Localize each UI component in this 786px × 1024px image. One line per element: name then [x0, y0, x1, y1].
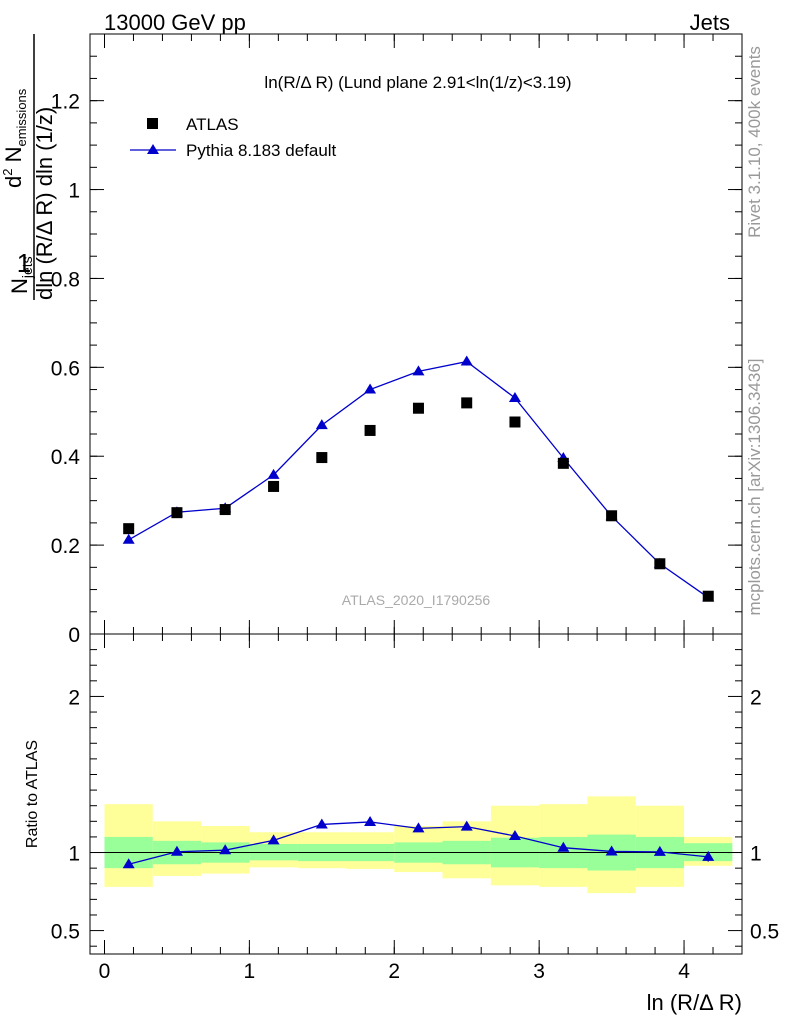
- main-y-tick-label: 0.8: [51, 268, 80, 291]
- ratio-pythia-point: [460, 820, 473, 831]
- header-right-label: Jets: [690, 10, 730, 35]
- atlas-point: [412, 402, 424, 414]
- ratio-chart: 0.5 0.5 1 1 2 2 0 1 2 3 4 Ratio to ATLAS ln (R/Δ R…: [24, 633, 779, 1015]
- legend-atlas-label: ATLAS: [186, 115, 239, 134]
- svg-text:dln (R/Δ R) dln (1/z): dln (R/Δ R) dln (1/z): [32, 107, 57, 300]
- watermark: ATLAS_2020_I1790256: [342, 592, 491, 608]
- ratio-bands: [104, 796, 733, 894]
- main-y-tick-label: 0: [68, 624, 80, 647]
- main-marks: [122, 355, 715, 602]
- atlas-point: [123, 523, 135, 535]
- atlas-point: [654, 558, 666, 570]
- legend-pythia-label: Pythia 8.183 default: [186, 141, 337, 160]
- ratio-y-tick-label: 1: [68, 843, 80, 866]
- ratio-pythia-point: [702, 850, 715, 861]
- main-chart: ln(R/Δ R) (Lund plane 2.91<ln(1/z)<3.19)…: [51, 33, 743, 647]
- atlas-point: [606, 510, 618, 522]
- ratio-pythia-point: [508, 829, 521, 840]
- atlas-point: [171, 507, 183, 519]
- ratio-pythia-point: [170, 845, 183, 856]
- pythia-point: [460, 355, 473, 366]
- svg-text:d2 Nemissions: d2 Nemissions: [0, 88, 29, 188]
- pythia-point: [412, 365, 425, 376]
- atlas-point: [557, 457, 569, 469]
- ratio-pythia-point: [122, 858, 135, 869]
- x-tick-label: 3: [533, 960, 545, 983]
- main-y-tick-label: 1.2: [51, 91, 80, 114]
- ratio-y-tick-label-right: 0.5: [750, 921, 779, 944]
- header-left-label: 13000 GeV pp: [104, 10, 246, 35]
- svg-text:1: 1: [17, 248, 31, 278]
- ratio-pythia-point: [219, 844, 232, 855]
- pythia-point: [122, 533, 135, 544]
- main-y-tick-label: 0.2: [51, 535, 80, 558]
- main-y-tick-label: 0.4: [51, 446, 81, 469]
- pythia-line: [128, 360, 709, 599]
- x-tick-label: 0: [99, 960, 111, 983]
- svg-text:Njets: Njets: [7, 256, 35, 294]
- ratio-pythia-point: [315, 818, 328, 829]
- ratio-y-tick-label: 2: [68, 686, 80, 709]
- ratio-pythia-point: [557, 841, 570, 852]
- atlas-point: [316, 452, 328, 464]
- ratio-axes: 0.5 0.5 1 1 2 2 0 1 2 3 4: [51, 634, 779, 983]
- ratio-pythia-point: [653, 845, 666, 856]
- ratio-y-tick-label-right: 1: [750, 843, 762, 866]
- chart-title: ln(R/Δ R) (Lund plane 2.91<ln(1/z)<3.19): [264, 73, 571, 92]
- ratio-pythia-point: [605, 845, 618, 856]
- rivet-label: Rivet 3.1.10, 400k events: [745, 46, 764, 238]
- pythia-point: [315, 419, 328, 430]
- ratio-y-tick-label: 0.5: [51, 921, 80, 944]
- x-tick-label: 1: [244, 960, 256, 983]
- legend-pythia-marker: [147, 144, 159, 154]
- ratio-marks: [122, 815, 715, 869]
- atlas-point: [509, 416, 521, 428]
- main-y-axis-title: 1 Njets dln (R/Δ R) dln (1/z) d2 Nemissi…: [0, 34, 57, 300]
- atlas-point: [461, 397, 473, 409]
- main-y-tick-label: 0.6: [51, 357, 80, 380]
- atlas-point: [364, 424, 376, 436]
- pythia-point: [267, 468, 280, 479]
- atlas-point: [268, 480, 280, 492]
- ratio-y-tick-label-right: 2: [750, 686, 762, 709]
- x-tick-label: 4: [678, 960, 690, 983]
- mcplots-label: mcplots.cern.ch [arXiv:1306.3436]: [745, 358, 764, 615]
- x-axis-title: ln (R/Δ R): [647, 990, 742, 1015]
- x-tick-label: 2: [388, 960, 400, 983]
- pythia-point: [508, 392, 521, 402]
- ratio-pythia-point: [412, 822, 425, 833]
- atlas-point: [702, 590, 714, 602]
- legend: ATLAS Pythia 8.183 default: [130, 115, 337, 160]
- ratio-pythia-point: [364, 815, 377, 826]
- ratio-plot-frame: [89, 633, 743, 955]
- main-y-tick-label: 1: [68, 180, 80, 203]
- pythia-point: [364, 383, 377, 394]
- atlas-point: [219, 504, 231, 516]
- ratio-y-axis-title: Ratio to ATLAS: [24, 740, 41, 848]
- main-axes: 0 0.2 0.4 0.6 0.8 1 1.2: [51, 33, 743, 647]
- legend-atlas-marker: [147, 118, 158, 129]
- ratio-pythia-point: [267, 834, 280, 845]
